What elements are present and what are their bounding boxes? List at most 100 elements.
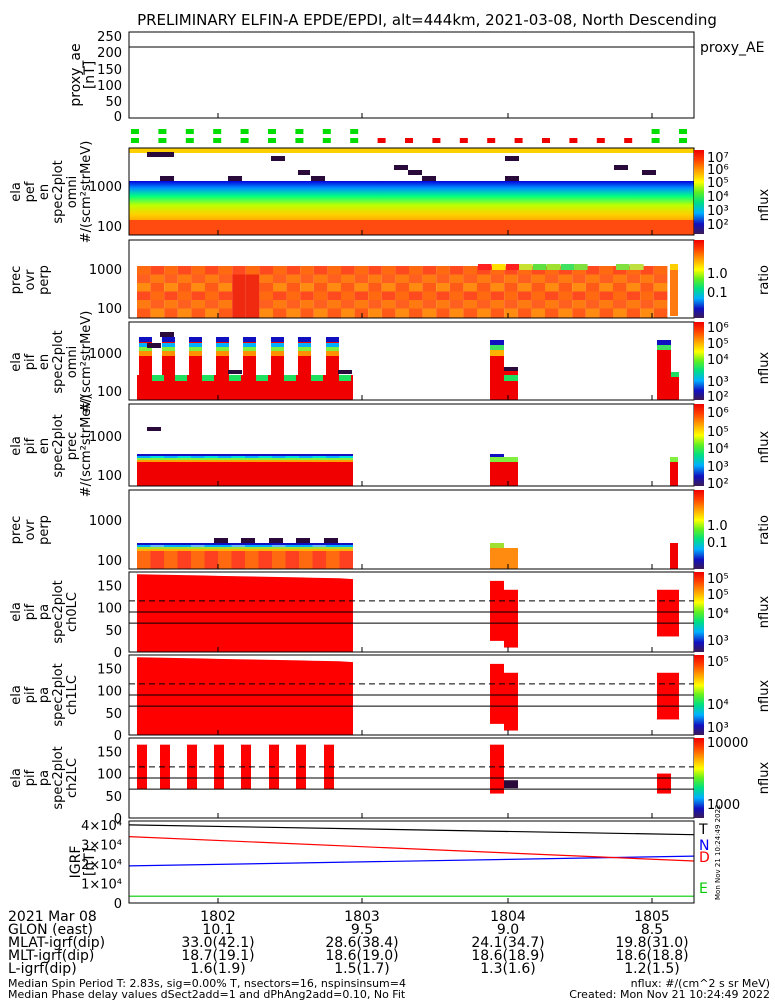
ratio-cell [177,308,192,318]
ratio-cell [191,283,205,292]
ylabel-group: ela pif pa spec2plot ch2LC [9,746,80,809]
ratio-cell [436,266,450,275]
eph-value: 1.5(1.7) [334,961,389,977]
flag-bad [432,138,441,143]
band [177,547,191,549]
ratio-cell [490,266,505,275]
column-body [671,372,679,400]
eph-value: 28.6(38.4) [325,935,398,951]
proxy-ae-label: proxy_AE [700,40,764,56]
column-band [229,375,241,381]
ratio-cell [422,291,437,301]
band [218,456,232,458]
flux-mark [505,156,519,161]
colorbar [694,572,704,652]
ylabel-line: prec [65,432,80,460]
flag-good [185,138,194,143]
ratio-cell [478,264,492,270]
column-band [152,375,164,381]
tick-label: 100 [97,685,122,700]
ylabel-line: ch1LC [65,675,80,715]
flag-good [240,138,249,143]
ratio-cell [381,308,396,318]
band [231,458,245,460]
band [490,454,504,457]
ratio-cell [504,274,518,284]
colorbar-tick-label: 10³ [707,204,729,219]
flux-mark [269,538,283,543]
ratio-cell [177,300,192,309]
column-band [202,375,214,381]
ratio-cell [286,283,301,292]
flag-good [322,129,331,134]
ylabel-block: ela pif en spec2plot omni #/(scm²strMeV) [9,311,94,414]
igrf-line-D [128,836,695,862]
tick-label: 1000 [89,180,122,195]
band [191,456,205,458]
ylabel-group: ela pif en spec2plot prec #/(scm²strMeV) [9,395,94,498]
column-top [216,337,229,342]
ratio-cell [653,291,668,301]
ratio-cell [285,551,299,569]
band [285,545,299,547]
ratio-cell [232,274,246,284]
ratio-cell [245,300,260,309]
band [326,545,340,547]
band [218,549,232,551]
ratio-cell [572,283,586,292]
spectrogram-columns [137,427,678,486]
colorbar [694,322,704,400]
ratio-cell [626,266,641,275]
column-band [490,345,504,350]
band [339,460,353,462]
ratio-cell [477,308,491,318]
band [326,549,340,551]
ratio-cell [409,291,423,301]
ratio-cell [232,291,246,301]
ratio-cell [205,308,219,318]
ylabel-line: ch2LC [65,758,80,798]
tick-label: 50 [105,95,122,110]
flag-good [131,138,139,143]
column-top [271,337,284,342]
tick-label: 1000 [89,263,122,278]
tick-label: 1000 [89,430,122,445]
ratio-cell [490,291,505,301]
ratio-cell [626,274,641,284]
panel-frame [128,31,695,119]
band [137,543,151,545]
band [137,460,151,462]
legend-N: N [699,838,709,854]
column-band [671,372,679,377]
ratio-cell [616,264,630,270]
ratio-cell [273,300,287,309]
ratio-cell [286,308,301,318]
spectrogram-base [129,220,694,235]
footer-units: nflux: #/(cm^2 s sr MeV) [631,977,770,990]
band [164,543,178,545]
band [150,543,164,545]
ratio-cell [653,266,668,275]
band [285,549,299,551]
ratio-cell [286,300,301,309]
colorbar-label: ratio [757,515,772,545]
eph-row-label: MLT-igrf(dip) [8,948,94,964]
flag-bad [542,138,550,143]
band [245,456,259,458]
ratio-cell [218,283,233,292]
ratio-cell [368,308,382,318]
panel-proxy-ae: 250 200 150 100 50 0 proxy_ae [nT] proxy… [68,30,764,125]
colorbar [694,150,704,234]
ratio-cell [572,300,586,309]
band [326,456,340,458]
pa-column [490,663,504,724]
column-body [670,462,678,486]
ylabel-line: spec2plot [51,746,66,809]
pa-column [657,589,679,637]
ratio-cell [395,300,409,309]
ratio-cell [640,266,654,275]
ylabel-group: prec ovr perp [9,265,52,295]
band [231,545,245,547]
flux-mark [147,427,161,431]
column-band [139,343,152,347]
